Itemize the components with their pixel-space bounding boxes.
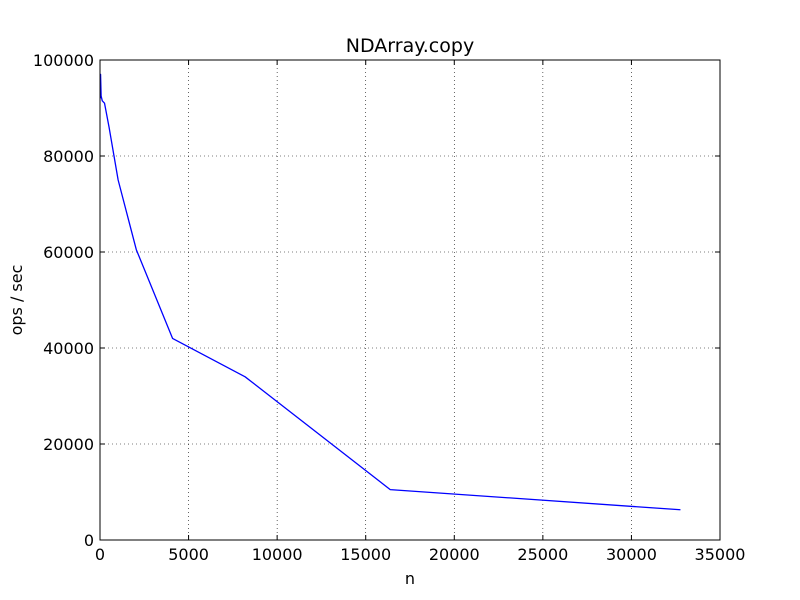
y-tick-label: 80000 — [43, 147, 94, 166]
y-tick-label: 40000 — [43, 339, 94, 358]
x-tick-label: 30000 — [606, 545, 657, 564]
x-tick-label: 35000 — [695, 545, 746, 564]
y-axis-label: ops / sec — [7, 265, 26, 336]
chart-title: NDArray.copy — [346, 35, 474, 57]
x-tick-label: 20000 — [429, 545, 480, 564]
ticks: 0 5000 10000 15000 20000 25000 30000 35000 0 2000… — [33, 51, 746, 564]
x-tick-label: 10000 — [252, 545, 303, 564]
y-tick-label: 0 — [84, 531, 94, 550]
series-layer — [99, 73, 681, 511]
series-line — [99, 73, 681, 511]
plot-frame — [99, 59, 721, 541]
x-tick-label: 15000 — [340, 545, 391, 564]
x-tick-label: 25000 — [517, 545, 568, 564]
grid — [100, 60, 720, 540]
x-axis-label: n — [405, 569, 415, 588]
y-tick-label: 60000 — [43, 243, 94, 262]
y-tick-label: 20000 — [43, 435, 94, 454]
y-tick-label: 100000 — [33, 51, 94, 70]
x-tick-label: 5000 — [168, 545, 209, 564]
x-tick-label: 0 — [95, 545, 105, 564]
